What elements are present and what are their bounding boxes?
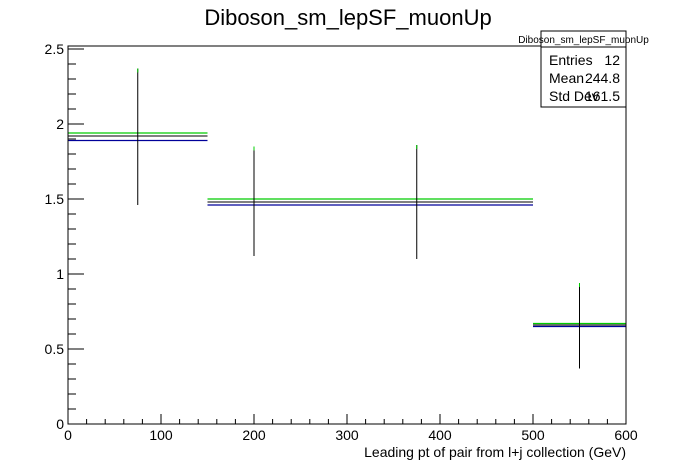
stats-entries-label: Entries <box>549 52 593 68</box>
y-tick-label: 2.5 <box>45 41 65 57</box>
x-tick-label: 500 <box>521 427 545 443</box>
y-tick-label: 2 <box>56 116 64 132</box>
y-tick-label: 1.5 <box>45 191 65 207</box>
x-tick-label: 200 <box>242 427 266 443</box>
x-axis-title: Leading pt of pair from l+j collection (… <box>364 444 626 460</box>
stats-box-frame <box>540 30 627 108</box>
axes: 0 100 200 300 400 500 600 0 0.5 1 1.5 2 2.5 <box>45 41 638 443</box>
stats-stddev-label: Std Dev <box>549 88 599 104</box>
chart-title: Diboson_sm_lepSF_muonUp <box>204 5 491 30</box>
stats-stddev-value: 161.5 <box>585 88 620 104</box>
stats-mean-label: Mean <box>549 70 584 86</box>
stats-mean-value: 244.8 <box>585 70 620 86</box>
x-tick-label: 300 <box>335 427 359 443</box>
x-tick-label: 600 <box>614 427 638 443</box>
plot-area <box>68 68 626 369</box>
y-tick-label: 0 <box>56 416 64 432</box>
x-tick-label: 0 <box>64 427 72 443</box>
x-tick-label: 100 <box>149 427 173 443</box>
y-tick-label: 0.5 <box>45 341 65 357</box>
stats-box: Diboson_sm_lepSF_muonUp Entries 12 Mean … <box>518 30 649 108</box>
stats-box-title: Diboson_sm_lepSF_muonUp <box>518 35 649 46</box>
stats-entries-value: 12 <box>604 52 620 68</box>
y-tick-label: 1 <box>56 266 64 282</box>
x-tick-label: 400 <box>428 427 452 443</box>
